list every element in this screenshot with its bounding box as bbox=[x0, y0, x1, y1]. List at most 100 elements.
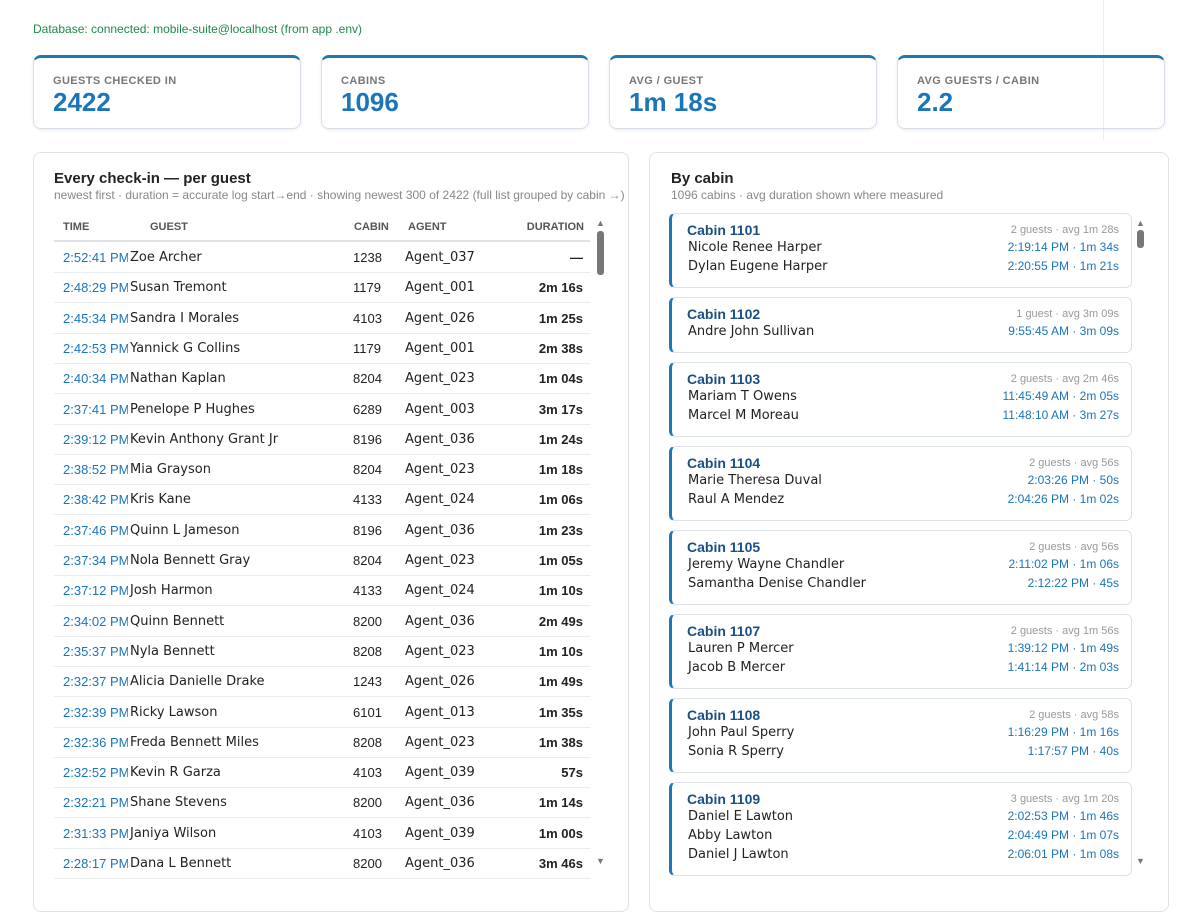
cabin-card[interactable]: Cabin 1107 2 guests · avg 1m 56s Lauren P … bbox=[669, 614, 1132, 689]
cabin-card[interactable]: Cabin 1105 2 guests · avg 56s Jeremy Wayne… bbox=[669, 530, 1132, 605]
guest-detail: 1:41:14 PM · 2m 03s bbox=[1007, 660, 1119, 674]
cabin-card[interactable]: Cabin 1109 3 guests · avg 1m 20s Daniel E … bbox=[669, 782, 1132, 876]
row-cabin: 1243 bbox=[353, 674, 382, 690]
kpi-card: AVG GUESTS / CABIN 2.2 bbox=[897, 55, 1165, 129]
scroll-down[interactable]: ▼ bbox=[596, 856, 605, 866]
row-separator bbox=[54, 847, 590, 849]
row-cabin: 1179 bbox=[353, 340, 381, 356]
kpi-label: AVG GUESTS / CABIN bbox=[917, 75, 1040, 87]
row-time[interactable]: 2:37:34 PM bbox=[63, 553, 128, 568]
kpi-label: AVG / GUEST bbox=[629, 75, 704, 87]
row-cabin: 4103 bbox=[353, 825, 382, 841]
scroll-down[interactable]: ▼ bbox=[1136, 856, 1145, 866]
guest-name: Abby Lawton bbox=[688, 828, 773, 843]
guest-name: Marcel M Moreau bbox=[688, 408, 799, 423]
row-time[interactable]: 2:32:21 PM bbox=[63, 795, 128, 811]
row-cabin: 8200 bbox=[353, 613, 382, 629]
row-time[interactable]: 2:37:46 PM bbox=[63, 522, 128, 538]
row-duration: 1m 25s bbox=[538, 310, 583, 326]
scroll-up[interactable]: ▲ bbox=[596, 218, 605, 228]
row-time[interactable]: 2:32:36 PM bbox=[63, 734, 128, 750]
kpi-label: CABINS bbox=[341, 75, 386, 87]
cabins-subtitle: 1096 cabins · avg duration shown where m… bbox=[671, 188, 944, 202]
scrollbar-thumb[interactable] bbox=[1137, 230, 1144, 248]
column-header[interactable]: TIME bbox=[63, 221, 90, 233]
row-time[interactable]: 2:45:34 PM bbox=[63, 310, 128, 326]
row-duration: 1m 49s bbox=[538, 674, 583, 690]
row-separator bbox=[54, 635, 590, 637]
checkins-subtitle: newest first · duration = accurate log s… bbox=[54, 188, 625, 202]
row-time[interactable]: 2:39:12 PM bbox=[63, 431, 128, 447]
row-separator bbox=[54, 514, 590, 516]
row-time[interactable]: 2:37:12 PM bbox=[63, 583, 128, 599]
row-duration: 1m 10s bbox=[538, 583, 583, 599]
guest-detail: 1:17:57 PM · 40s bbox=[1027, 744, 1119, 758]
row-guest: Nyla Bennett bbox=[130, 643, 215, 659]
row-guest: Yannick G Collins bbox=[130, 340, 241, 356]
row-time[interactable]: 2:38:42 PM bbox=[63, 492, 128, 508]
cabin-card[interactable]: Cabin 1108 2 guests · avg 58s John Paul Sp… bbox=[669, 698, 1132, 773]
guest-name: Daniel E Lawton bbox=[688, 809, 794, 824]
cabins-title: By cabin bbox=[671, 170, 734, 187]
cabin-summary: 2 guests · avg 1m 56s bbox=[1010, 625, 1119, 637]
row-agent: Agent_026 bbox=[405, 310, 475, 326]
row-duration: 1m 35s bbox=[538, 704, 583, 720]
guest-detail: 11:48:10 AM · 3m 27s bbox=[1002, 408, 1119, 422]
row-time[interactable]: 2:35:37 PM bbox=[63, 643, 128, 659]
kpi-value: 1m 18s bbox=[629, 87, 718, 117]
cabin-card[interactable]: Cabin 1101 2 guests · avg 1m 28s Nicole Re… bbox=[669, 213, 1132, 288]
row-guest: Kevin Anthony Grant Jr bbox=[130, 431, 279, 447]
row-duration: 1m 24s bbox=[538, 431, 583, 447]
row-time[interactable]: 2:52:41 PM bbox=[63, 250, 128, 265]
row-time[interactable]: 2:32:39 PM bbox=[63, 704, 128, 720]
cabin-summary: 2 guests · avg 1m 28s bbox=[1010, 224, 1119, 236]
guest-name: Raul A Mendez bbox=[688, 492, 785, 507]
row-time[interactable]: 2:38:52 PM bbox=[63, 462, 128, 478]
row-separator bbox=[54, 756, 590, 758]
row-duration: 3m 17s bbox=[538, 401, 583, 417]
row-separator bbox=[54, 605, 590, 607]
row-duration: 2m 38s bbox=[538, 340, 583, 356]
row-time[interactable]: 2:40:34 PM bbox=[63, 371, 128, 387]
row-guest: Susan Tremont bbox=[130, 280, 227, 296]
guest-name: Mariam T Owens bbox=[688, 389, 797, 404]
column-header[interactable]: DURATION bbox=[526, 221, 584, 233]
guest-name: Dylan Eugene Harper bbox=[688, 259, 828, 274]
cabin-card[interactable]: Cabin 1104 2 guests · avg 56s Marie Theres… bbox=[669, 446, 1132, 521]
column-header[interactable]: AGENT bbox=[408, 221, 447, 233]
row-agent: Agent_023 bbox=[405, 643, 475, 659]
row-agent: Agent_036 bbox=[405, 856, 475, 871]
cabin-card[interactable]: Cabin 1103 2 guests · avg 2m 46s Mariam T … bbox=[669, 362, 1132, 437]
row-time[interactable]: 2:28:17 PM bbox=[63, 856, 128, 871]
row-time[interactable]: 2:31:33 PM bbox=[63, 825, 128, 841]
row-time[interactable]: 2:34:02 PM bbox=[63, 613, 128, 629]
scrollbar-thumb[interactable] bbox=[597, 231, 604, 275]
kpi-card: GUESTS CHECKED IN 2422 bbox=[33, 55, 301, 129]
row-separator bbox=[54, 423, 590, 425]
scroll-up[interactable]: ▲ bbox=[1136, 218, 1145, 228]
row-duration: 1m 14s bbox=[538, 795, 583, 811]
column-header[interactable]: CABIN bbox=[354, 221, 389, 233]
row-guest: Kris Kane bbox=[130, 492, 191, 508]
row-time[interactable]: 2:42:53 PM bbox=[63, 340, 128, 356]
row-separator bbox=[54, 393, 590, 395]
guest-name: Lauren P Mercer bbox=[688, 641, 794, 656]
row-duration: 2m 16s bbox=[538, 280, 583, 296]
kpi-label: GUESTS CHECKED IN bbox=[53, 75, 177, 87]
row-guest: Freda Bennett Miles bbox=[130, 734, 259, 750]
row-time[interactable]: 2:48:29 PM bbox=[63, 280, 128, 296]
row-cabin: 1179 bbox=[353, 280, 381, 296]
row-time[interactable]: 2:37:41 PM bbox=[63, 401, 128, 417]
row-guest: Alicia Danielle Drake bbox=[130, 674, 265, 690]
row-time[interactable]: 2:32:37 PM bbox=[63, 674, 128, 690]
row-agent: Agent_036 bbox=[405, 613, 475, 629]
column-header[interactable]: GUEST bbox=[150, 221, 188, 233]
cabin-card[interactable]: Cabin 1102 1 guest · avg 3m 09s Andre John… bbox=[669, 297, 1132, 353]
kpi-card: AVG / GUEST 1m 18s bbox=[609, 55, 877, 129]
row-guest: Quinn Bennett bbox=[130, 613, 225, 629]
row-time[interactable]: 2:32:52 PM bbox=[63, 765, 128, 781]
cabin-name: Cabin 1107 bbox=[687, 623, 761, 639]
guest-name: Jacob B Mercer bbox=[688, 660, 786, 675]
row-agent: Agent_023 bbox=[405, 734, 475, 750]
row-agent: Agent_026 bbox=[405, 674, 475, 690]
